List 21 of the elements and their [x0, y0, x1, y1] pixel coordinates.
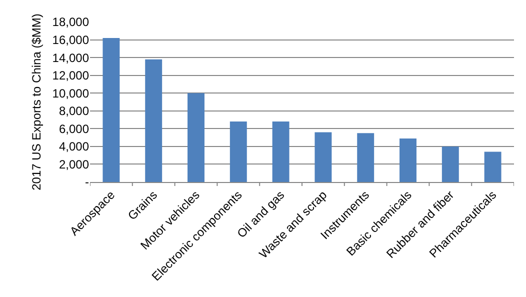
- y-tick-label: 14,000: [52, 50, 90, 65]
- bar: [230, 122, 247, 182]
- bar: [357, 133, 374, 182]
- y-axis-title: 2017 US Exports to China ($MM): [30, 14, 44, 190]
- y-tick-label: 12,000: [52, 68, 90, 83]
- y-tick-label: 6,000: [58, 122, 90, 136]
- y-tick-label: 18,000: [52, 15, 90, 30]
- bar: [145, 59, 162, 182]
- y-tick-label: 4,000: [58, 140, 90, 154]
- bar: [442, 146, 459, 182]
- y-tick-label: 16,000: [52, 32, 90, 47]
- y-tick-label: 10,000: [52, 86, 90, 100]
- bar: [188, 93, 204, 182]
- y-tick-label: 8,000: [58, 104, 90, 118]
- bar: [484, 152, 502, 182]
- bar: [400, 138, 416, 182]
- bar: [102, 38, 120, 182]
- y-tick-label: -: [85, 175, 89, 190]
- bar: [314, 132, 332, 182]
- bar: [272, 122, 290, 182]
- y-tick-label: 2,000: [58, 157, 90, 172]
